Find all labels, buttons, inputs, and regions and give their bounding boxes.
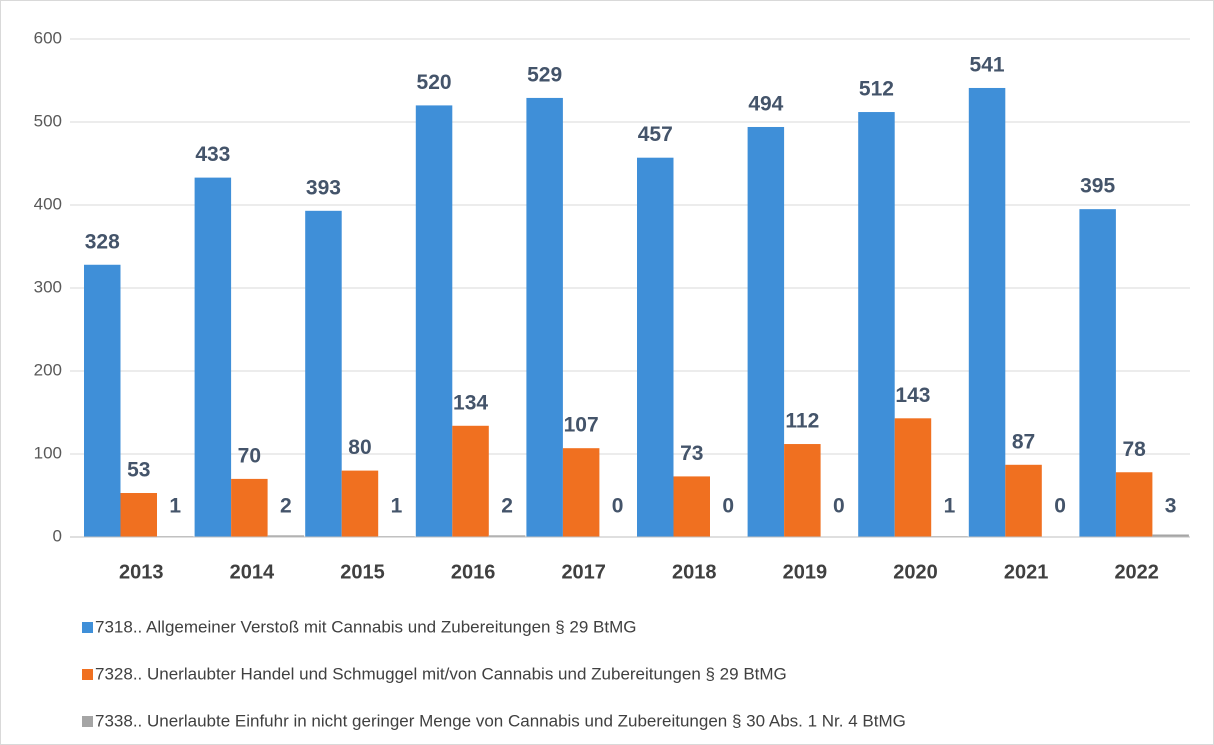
- y-tick-label: 0: [53, 526, 62, 545]
- data-label: 0: [722, 495, 734, 518]
- data-label: 1: [169, 495, 181, 518]
- data-label: 112: [785, 410, 819, 433]
- bar: [637, 157, 674, 537]
- bar: [305, 210, 342, 537]
- data-label: 3: [1165, 495, 1177, 518]
- data-label: 2: [501, 495, 513, 518]
- x-tick-label: 2013: [119, 561, 164, 583]
- x-tick-label: 2015: [340, 561, 385, 583]
- x-tick-label: 2021: [1004, 561, 1049, 583]
- data-label: 78: [1122, 438, 1146, 461]
- x-tick-label: 2020: [893, 561, 938, 583]
- x-tick-label: 2014: [230, 561, 275, 583]
- bar: [747, 126, 785, 537]
- bar: [858, 112, 895, 537]
- bar: [488, 535, 526, 537]
- bar: [1152, 534, 1189, 537]
- x-tick-label: 2016: [451, 561, 496, 583]
- bar: [415, 105, 453, 538]
- legend-marker: [82, 669, 93, 680]
- data-label: 529: [527, 63, 562, 86]
- y-tick-label: 300: [34, 277, 62, 296]
- data-label: 0: [612, 495, 624, 518]
- data-label: 393: [306, 176, 341, 199]
- data-label: 0: [1054, 495, 1066, 518]
- data-label: 0: [833, 495, 845, 518]
- data-label: 73: [680, 442, 703, 465]
- data-label: 512: [859, 78, 894, 101]
- bar: [231, 478, 268, 537]
- y-tick-label: 200: [34, 360, 62, 379]
- bar: [194, 177, 232, 538]
- data-label: 520: [417, 71, 452, 94]
- bar: [673, 476, 710, 537]
- x-tick-label: 2022: [1114, 561, 1159, 583]
- data-label: 2: [280, 495, 292, 518]
- data-label: 433: [195, 143, 230, 166]
- x-tick-label: 2019: [783, 561, 828, 583]
- data-label: 143: [895, 384, 930, 407]
- y-tick-label: 400: [34, 194, 62, 213]
- bar: [267, 535, 305, 537]
- legend-label: 7328.. Unerlaubter Handel und Schmuggel …: [95, 664, 787, 683]
- data-label: 1: [391, 495, 403, 518]
- data-label: 395: [1080, 175, 1115, 198]
- bar: [120, 493, 157, 537]
- legend-marker: [82, 716, 93, 727]
- legend-label: 7338.. Unerlaubte Einfuhr in nicht gerin…: [95, 711, 906, 730]
- bar: [84, 264, 121, 537]
- data-label: 107: [564, 414, 599, 437]
- bar: [562, 448, 600, 537]
- data-label: 70: [238, 444, 261, 467]
- y-tick-label: 500: [34, 111, 62, 130]
- x-tick-label: 2018: [672, 561, 717, 583]
- legend-marker: [82, 622, 93, 633]
- bar: [1079, 209, 1116, 537]
- bar: [968, 87, 1006, 537]
- data-label: 53: [127, 459, 150, 482]
- bar: [784, 444, 821, 537]
- x-tick-label: 2017: [561, 561, 606, 583]
- data-label: 80: [348, 436, 371, 459]
- bar: [526, 97, 563, 538]
- legend-label: 7318.. Allgemeiner Verstoß mit Cannabis …: [95, 617, 636, 636]
- data-label: 494: [748, 93, 783, 116]
- data-label: 134: [453, 391, 488, 414]
- bar: [1115, 472, 1153, 537]
- bar: [341, 470, 379, 537]
- y-tick-label: 100: [34, 443, 62, 462]
- y-tick-label: 600: [34, 28, 62, 47]
- bar: [894, 418, 932, 537]
- data-label: 457: [638, 123, 673, 146]
- bar: [452, 425, 489, 537]
- data-label: 87: [1012, 430, 1035, 453]
- data-label: 1: [944, 495, 956, 518]
- data-label: 541: [970, 54, 1005, 77]
- data-label: 328: [85, 230, 120, 253]
- bar: [1005, 464, 1042, 537]
